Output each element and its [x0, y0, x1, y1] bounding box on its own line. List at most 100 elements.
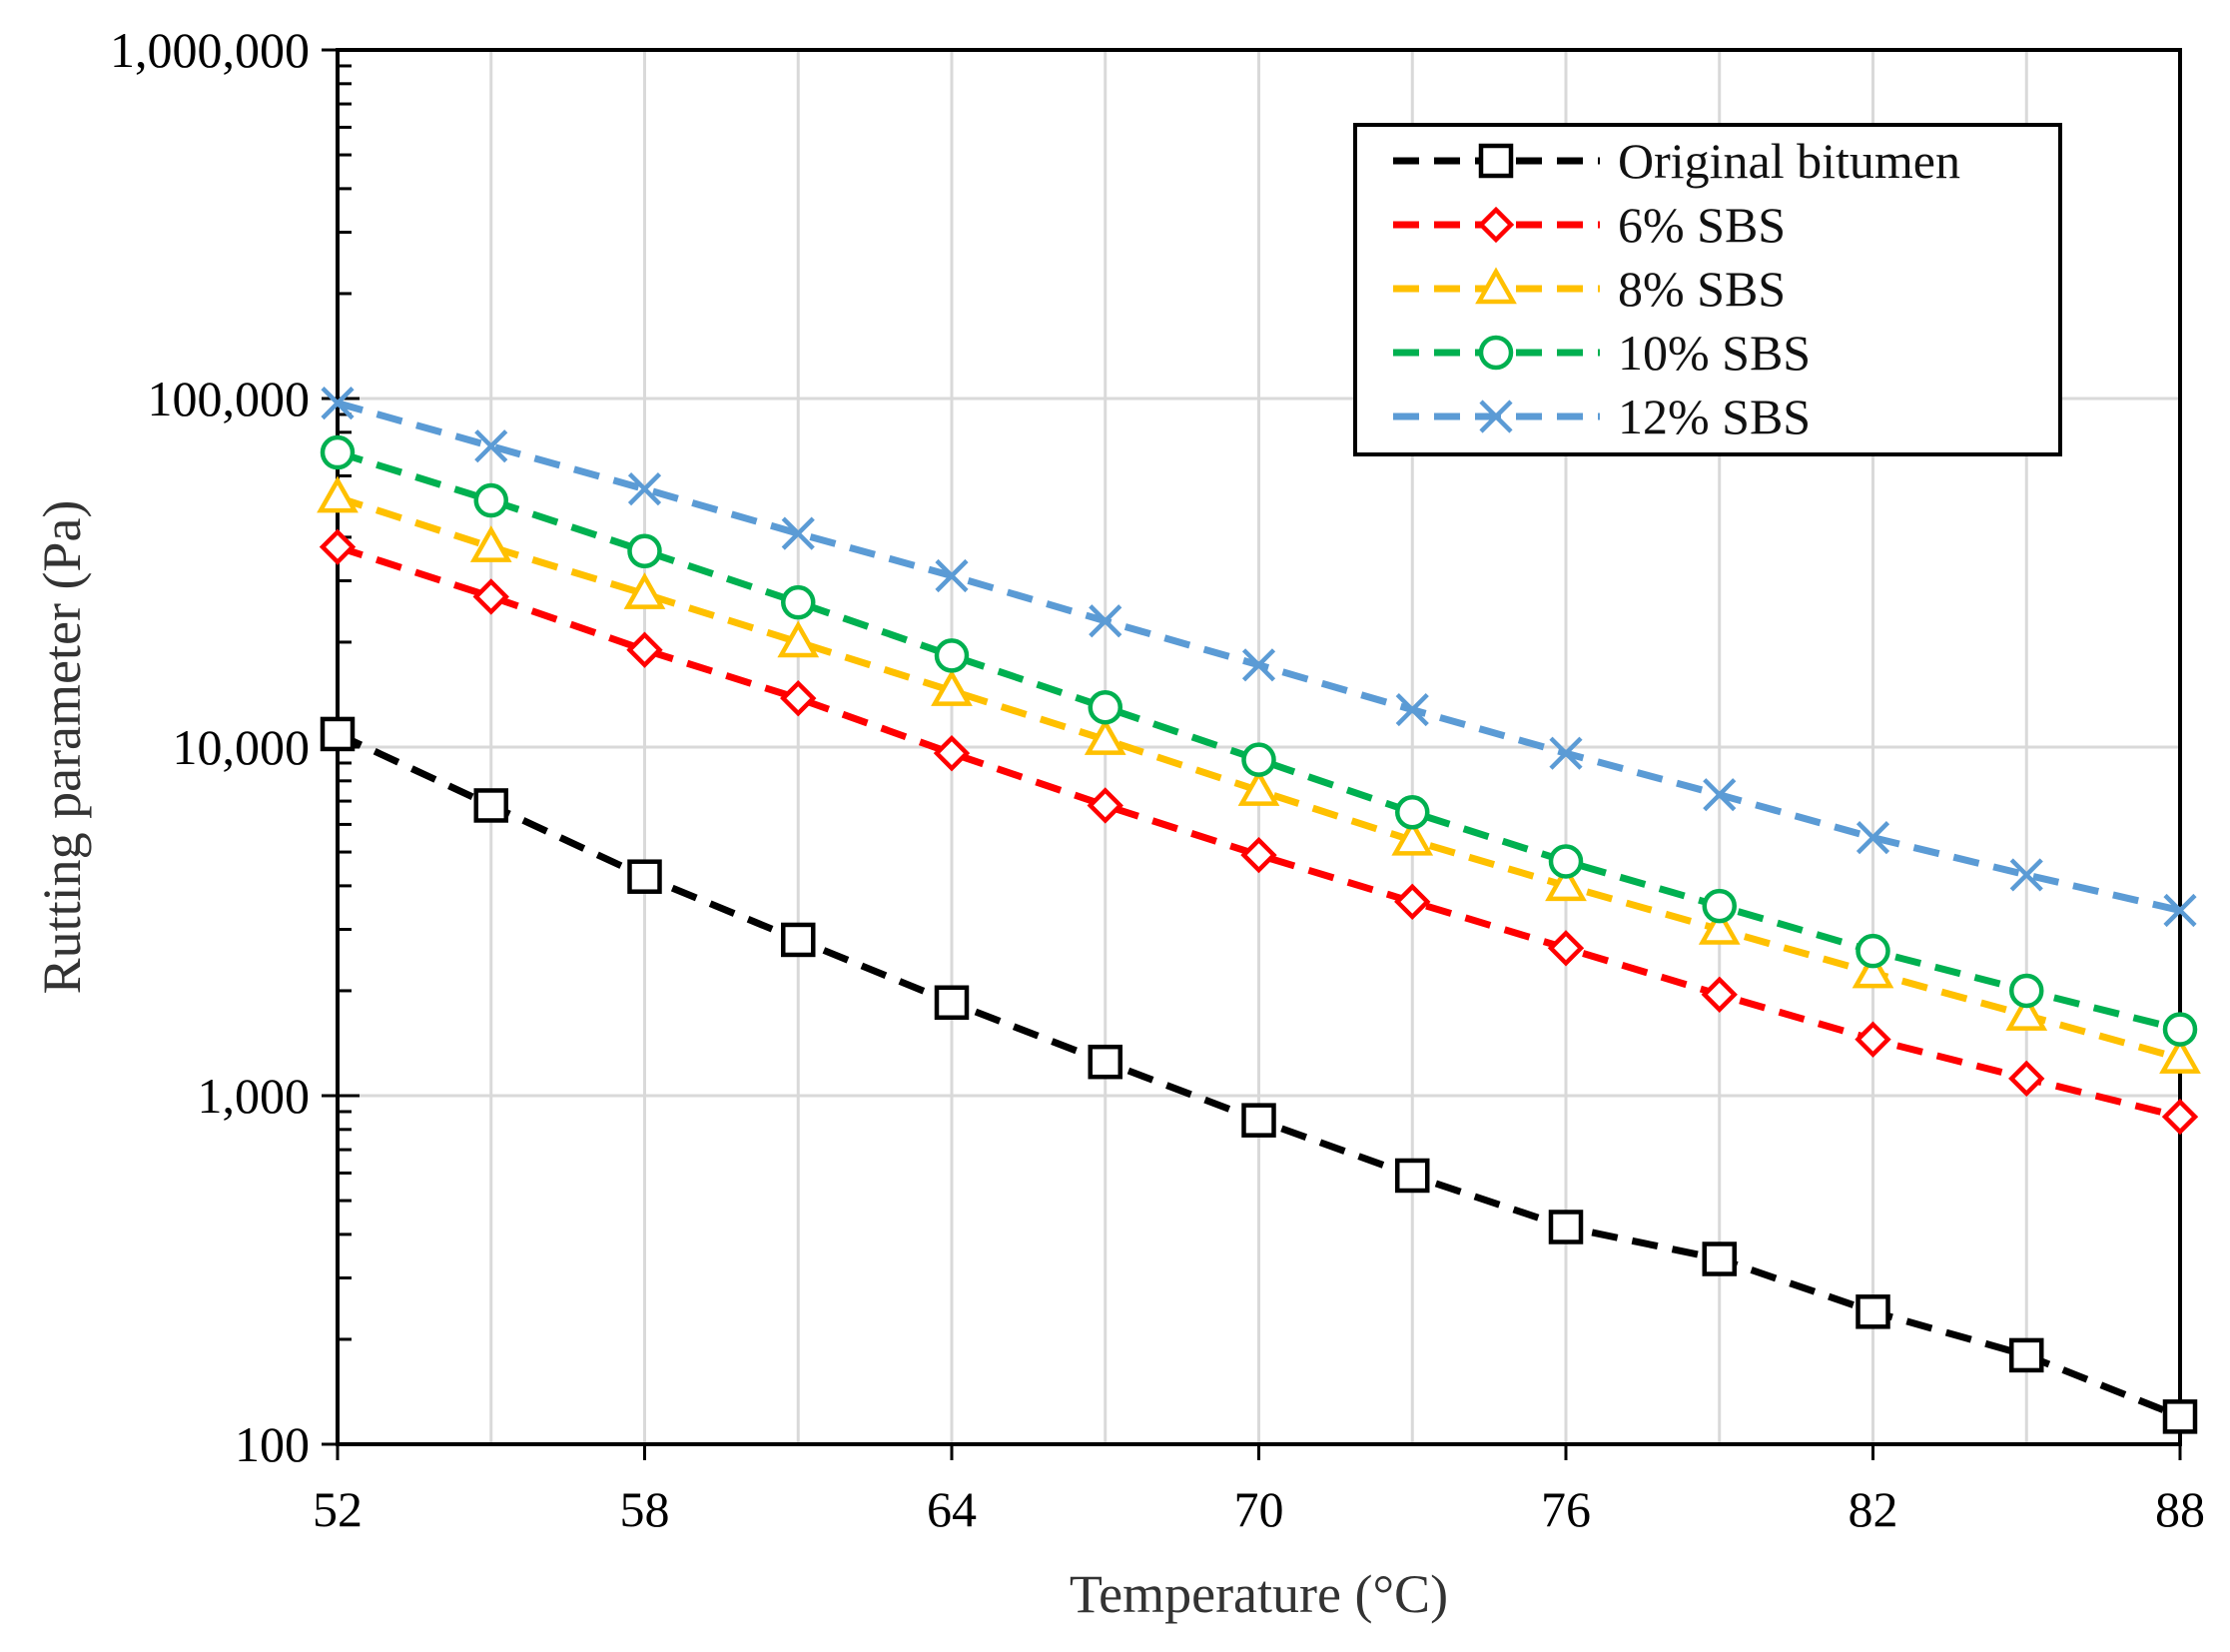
- legend-label-8pct-sbs: 8% SBS: [1618, 261, 1786, 317]
- data-point-6pct-sbs: [933, 735, 971, 772]
- data-point-10pct-sbs: [2162, 1012, 2198, 1047]
- data-point-10pct-sbs: [473, 482, 508, 518]
- data-point-6pct-sbs: [1240, 836, 1277, 874]
- y-tick-label: 100,000: [148, 371, 311, 426]
- x-tick-label: 88: [2155, 1481, 2205, 1537]
- legend-label-12pct-sbs: 12% SBS: [1618, 389, 1811, 444]
- data-point-10pct-sbs: [1548, 844, 1584, 879]
- legend-label-original-bitumen: Original bitumen: [1618, 133, 1960, 189]
- data-point-8pct-sbs: [317, 475, 359, 513]
- data-point-8pct-sbs: [1545, 864, 1587, 902]
- x-tick-label: 76: [1541, 1481, 1591, 1537]
- data-point-6pct-sbs: [1855, 1021, 1891, 1058]
- series-10pct-sbs: [320, 434, 2198, 1047]
- data-point-8pct-sbs: [1698, 907, 1741, 945]
- data-point-6pct-sbs: [1547, 930, 1585, 967]
- data-point-12pct-sbs: [2163, 893, 2197, 928]
- y-tick-label: 1,000,000: [110, 22, 310, 78]
- series-12pct-sbs: [321, 387, 2197, 928]
- x-tick-label: 64: [927, 1481, 977, 1537]
- y-tick-label: 100: [235, 1416, 310, 1472]
- data-point-8pct-sbs: [1084, 718, 1126, 755]
- data-point-12pct-sbs: [1549, 736, 1583, 770]
- data-point-8pct-sbs: [777, 620, 820, 658]
- data-point-10pct-sbs: [1241, 742, 1276, 777]
- data-point-original-bitumen: [1241, 1103, 1276, 1138]
- data-point-6pct-sbs: [472, 578, 509, 615]
- data-point-12pct-sbs: [627, 472, 662, 506]
- data-point-10pct-sbs: [1088, 689, 1122, 725]
- data-point-12pct-sbs: [1241, 648, 1276, 682]
- data-point-10pct-sbs: [1856, 933, 1890, 969]
- data-point-8pct-sbs: [2159, 1037, 2201, 1074]
- data-point-original-bitumen: [2162, 1399, 2198, 1434]
- x-tick-label: 70: [1234, 1481, 1284, 1537]
- data-point-12pct-sbs: [935, 558, 969, 593]
- series-8pct-sbs: [317, 475, 2201, 1074]
- data-point-12pct-sbs: [321, 387, 355, 420]
- y-axis-ticks: 100 1,000 10,000 100,000 1,000,000: [110, 22, 360, 1472]
- legend-label-6pct-sbs: 6% SBS: [1618, 197, 1786, 253]
- data-point-10pct-sbs: [627, 533, 662, 569]
- series-6pct-sbs: [319, 528, 2199, 1136]
- x-tick-label: 82: [1849, 1481, 1898, 1537]
- data-point-10pct-sbs: [320, 434, 356, 470]
- data-point-8pct-sbs: [2005, 994, 2048, 1031]
- data-point-6pct-sbs: [2008, 1060, 2045, 1098]
- data-point-original-bitumen: [320, 716, 356, 752]
- data-point-6pct-sbs: [319, 528, 357, 565]
- series-group: [317, 387, 2201, 1434]
- x-axis-ticks: 52 58 64 70 76 82 88: [313, 1444, 2205, 1537]
- legend-marker-12pct-sbs: [1479, 400, 1513, 433]
- data-point-original-bitumen: [1856, 1294, 1890, 1329]
- data-point-6pct-sbs: [780, 680, 817, 717]
- data-point-12pct-sbs: [474, 429, 508, 463]
- data-point-10pct-sbs: [2009, 973, 2044, 1009]
- data-point-original-bitumen: [781, 922, 816, 958]
- data-point-12pct-sbs: [1703, 778, 1737, 812]
- data-point-8pct-sbs: [931, 669, 973, 706]
- data-point-6pct-sbs: [1087, 787, 1123, 824]
- data-point-10pct-sbs: [1702, 888, 1737, 924]
- data-point-10pct-sbs: [934, 638, 970, 673]
- data-point-original-bitumen: [2009, 1337, 2044, 1373]
- data-point-original-bitumen: [473, 788, 508, 823]
- legend-marker-original-bitumen: [1478, 143, 1514, 179]
- legend-label-10pct-sbs: 10% SBS: [1618, 325, 1811, 381]
- y-tick-label: 10,000: [173, 719, 311, 775]
- data-point-original-bitumen: [934, 985, 970, 1021]
- data-point-6pct-sbs: [1701, 976, 1738, 1013]
- data-point-6pct-sbs: [626, 631, 663, 668]
- data-point-8pct-sbs: [1852, 951, 1894, 989]
- y-tick-label: 1,000: [198, 1068, 311, 1124]
- data-point-12pct-sbs: [2009, 858, 2043, 892]
- legend-marker-10pct-sbs: [1478, 335, 1514, 371]
- legend-marker-6pct-sbs: [1477, 206, 1515, 244]
- data-point-original-bitumen: [1548, 1210, 1584, 1244]
- data-point-8pct-sbs: [1237, 769, 1280, 806]
- legend: Original bitumen 6% SBS 8% SBS 10% SBS 12% S…: [1353, 123, 2062, 456]
- data-point-8pct-sbs: [469, 525, 512, 562]
- data-point-12pct-sbs: [1395, 692, 1429, 727]
- data-point-8pct-sbs: [623, 572, 666, 609]
- x-tick-label: 58: [620, 1481, 670, 1537]
- x-tick-label: 52: [313, 1481, 363, 1537]
- data-point-original-bitumen: [1088, 1044, 1122, 1080]
- data-point-10pct-sbs: [781, 584, 816, 620]
- data-point-6pct-sbs: [1394, 883, 1431, 921]
- data-point-12pct-sbs: [1089, 604, 1122, 638]
- series-original-bitumen: [320, 716, 2198, 1434]
- data-point-original-bitumen: [627, 859, 662, 894]
- data-point-original-bitumen: [1702, 1241, 1737, 1276]
- x-axis-title: Temperature (°C): [1070, 1564, 1448, 1624]
- legend-marker-8pct-sbs: [1475, 267, 1517, 305]
- data-point-10pct-sbs: [1395, 795, 1430, 830]
- data-point-8pct-sbs: [1391, 818, 1434, 856]
- data-point-original-bitumen: [1395, 1158, 1430, 1194]
- data-point-12pct-sbs: [781, 516, 815, 550]
- y-axis-title: Rutting parameter (Pa): [32, 500, 92, 995]
- data-point-12pct-sbs: [1856, 821, 1890, 855]
- legend-box: [1353, 123, 2062, 456]
- data-point-6pct-sbs: [2161, 1098, 2199, 1136]
